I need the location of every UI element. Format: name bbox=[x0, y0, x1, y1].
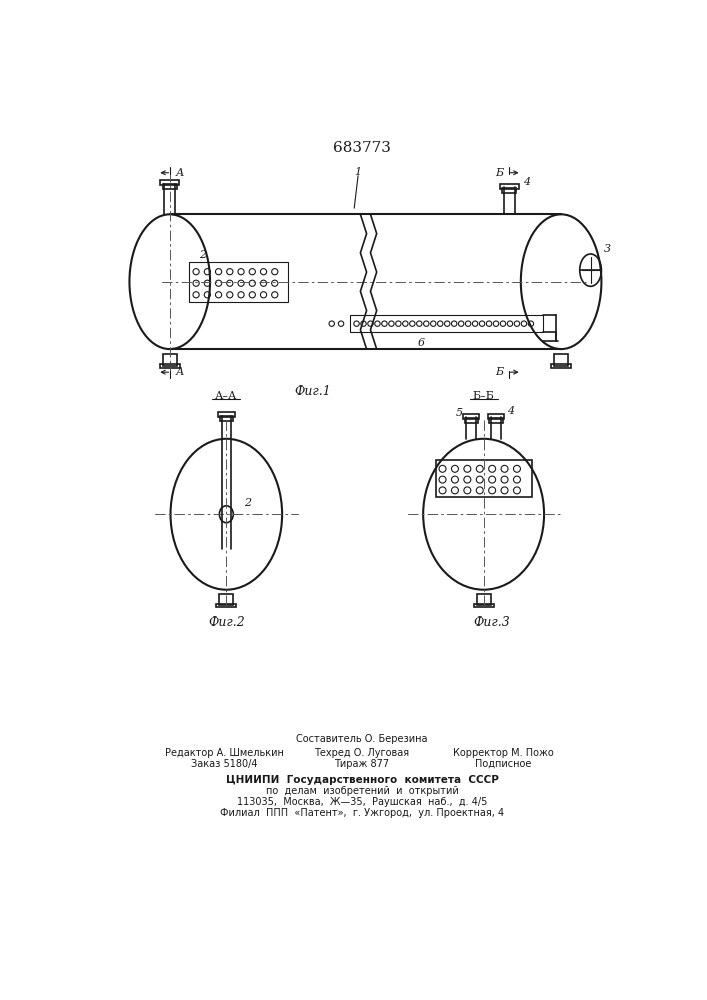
Bar bbox=[218, 412, 235, 417]
Text: 113035,  Москва,  Ж—35,  Раушская  наб.,  д. 4/5: 113035, Москва, Ж—35, Раушская наб., д. … bbox=[237, 797, 487, 807]
Bar bbox=[500, 184, 518, 189]
Bar bbox=[216, 604, 236, 607]
Bar bbox=[477, 594, 491, 605]
Bar bbox=[463, 414, 479, 419]
Text: Б–Б: Б–Б bbox=[473, 391, 495, 401]
Bar bbox=[163, 184, 177, 189]
Bar bbox=[489, 418, 503, 423]
Text: Корректор М. Пожо: Корректор М. Пожо bbox=[452, 748, 554, 758]
Bar bbox=[351, 315, 542, 332]
Bar bbox=[554, 354, 568, 366]
Text: по  делам  изобретений  и  открытий: по делам изобретений и открытий bbox=[266, 786, 458, 796]
Bar bbox=[464, 418, 478, 423]
Text: Фиг.3: Фиг.3 bbox=[473, 616, 510, 629]
Text: Фиг.1: Фиг.1 bbox=[295, 385, 332, 398]
Text: 6: 6 bbox=[418, 338, 425, 348]
Bar bbox=[160, 180, 179, 185]
Text: Техред О. Луговая: Техред О. Луговая bbox=[315, 748, 409, 758]
Text: Подписное: Подписное bbox=[475, 759, 531, 769]
Text: Б: Б bbox=[495, 168, 503, 178]
Text: Составитель О. Березина: Составитель О. Березина bbox=[296, 734, 428, 744]
Text: Заказ 5180/4: Заказ 5180/4 bbox=[191, 759, 257, 769]
Text: 4: 4 bbox=[522, 177, 530, 187]
Text: 683773: 683773 bbox=[333, 141, 391, 155]
Text: 4: 4 bbox=[507, 406, 514, 416]
Text: А–А: А–А bbox=[215, 391, 238, 401]
Bar bbox=[488, 414, 504, 419]
Text: Б: Б bbox=[495, 367, 503, 377]
Bar bbox=[502, 188, 516, 193]
Bar bbox=[160, 364, 180, 368]
Text: 5: 5 bbox=[455, 408, 462, 418]
Text: Редактор А. Шмелькин: Редактор А. Шмелькин bbox=[165, 748, 284, 758]
Bar bbox=[219, 594, 233, 605]
Text: А: А bbox=[176, 168, 185, 178]
Bar bbox=[474, 604, 493, 607]
Bar bbox=[189, 262, 288, 302]
Text: А: А bbox=[176, 367, 185, 377]
Text: 1: 1 bbox=[354, 167, 362, 177]
Text: 2: 2 bbox=[199, 250, 206, 260]
Text: Фиг.2: Фиг.2 bbox=[208, 616, 245, 629]
Bar bbox=[220, 416, 233, 421]
Bar bbox=[551, 364, 571, 368]
Text: Филиал  ППП  «Патент»,  г. Ужгород,  ул. Проектная, 4: Филиал ППП «Патент», г. Ужгород, ул. Про… bbox=[220, 808, 504, 818]
Bar bbox=[436, 460, 532, 497]
Text: Тираж 877: Тираж 877 bbox=[334, 759, 390, 769]
Text: ЦНИИПИ  Государственного  комитета  СССР: ЦНИИПИ Государственного комитета СССР bbox=[226, 775, 498, 785]
Text: 3: 3 bbox=[604, 244, 611, 254]
Bar bbox=[163, 354, 177, 366]
Text: 2: 2 bbox=[245, 498, 252, 508]
